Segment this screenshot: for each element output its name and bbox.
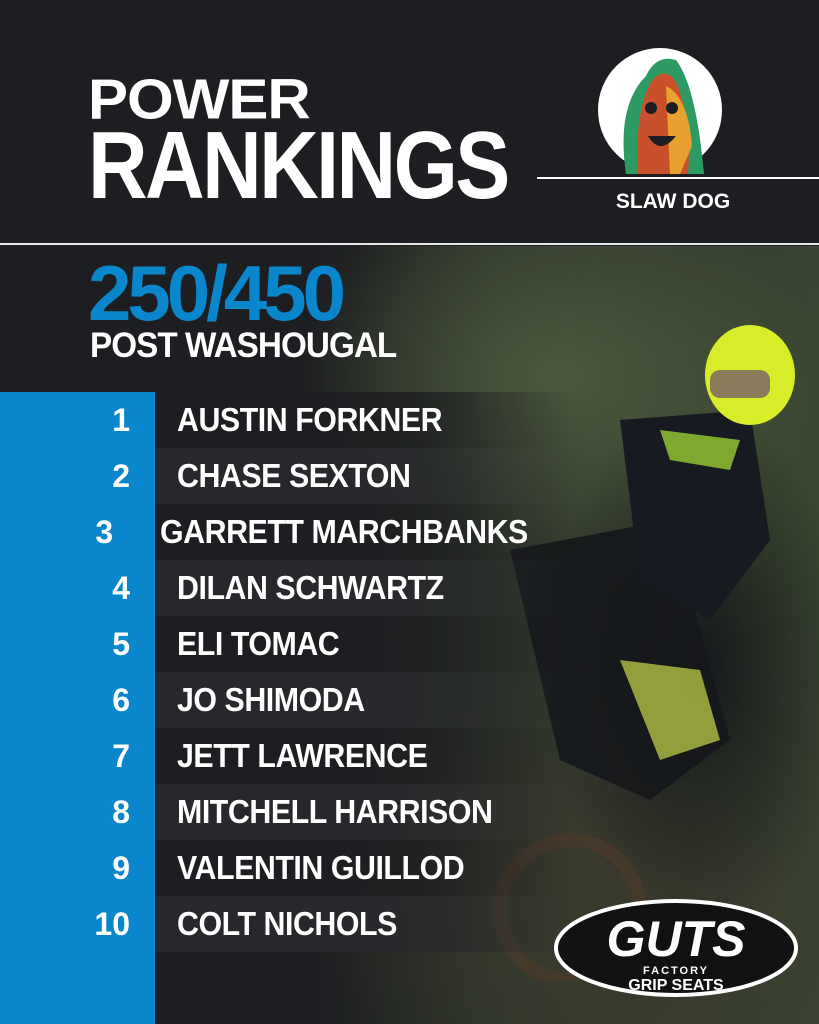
- row-band: [155, 672, 575, 728]
- rank-number: 1: [112, 401, 130, 438]
- rank-number: 8: [112, 793, 130, 830]
- header-divider: [0, 243, 819, 245]
- ranking-row: 4 DILAN SCHWARTZ: [0, 560, 575, 616]
- row-band: [155, 840, 575, 896]
- rider-name: GARRETT MARCHBANKS: [160, 513, 529, 550]
- row-band: [155, 392, 575, 448]
- ranking-row: 3 GARRETT MARCHBANKS: [0, 504, 575, 560]
- ranking-row: 5 ELI TOMAC: [0, 616, 575, 672]
- ranking-row: 1 AUSTIN FORKNER: [0, 392, 575, 448]
- rank-number: 2: [112, 457, 130, 494]
- rank-number: 6: [112, 681, 130, 718]
- rider-name: JO SHIMODA: [177, 681, 365, 718]
- rank-number: 10: [94, 905, 130, 942]
- rider-name: VALENTIN GUILLOD: [177, 849, 465, 886]
- row-band: [155, 728, 575, 784]
- ranking-row: 8 MITCHELL HARRISON: [0, 784, 575, 840]
- row-band: [155, 560, 575, 616]
- rider-name: COLT NICHOLS: [177, 905, 397, 942]
- guts-sponsor-logo: GUTS FACTORY GRIP SEATS: [554, 899, 798, 997]
- author-name: SLAW DOG: [615, 190, 731, 213]
- rank-number: 9: [112, 849, 130, 886]
- rank-number: 4: [112, 569, 130, 606]
- rider-name: MITCHELL HARRISON: [177, 793, 493, 830]
- ranking-row: 7 JETT LAWRENCE: [0, 728, 575, 784]
- divider: [537, 177, 819, 179]
- sponsor-line1: FACTORY: [643, 965, 709, 977]
- row-band: [155, 448, 575, 504]
- row-band: [155, 504, 575, 560]
- ranking-row: 6 JO SHIMODA: [0, 672, 575, 728]
- ranking-row: 2 CHASE SEXTON: [0, 448, 575, 504]
- sponsor-name: GUTS: [607, 911, 746, 967]
- row-band: [155, 784, 575, 840]
- rank-number: 7: [112, 737, 130, 774]
- title-line-2: RANKINGS: [88, 112, 510, 219]
- class-label: 250/450: [88, 249, 346, 337]
- rider-name: DILAN SCHWARTZ: [177, 569, 444, 606]
- title-line-1: POWER: [88, 66, 311, 131]
- row-band: [155, 616, 575, 672]
- row-band: [155, 896, 575, 952]
- ranking-row: 9 VALENTIN GUILLOD: [0, 840, 575, 896]
- rank-number: 5: [112, 625, 130, 662]
- rider-name: ELI TOMAC: [177, 625, 340, 662]
- rank-column: [0, 392, 155, 1024]
- sponsor-line2: GRIP SEATS: [628, 977, 724, 994]
- subtitle: POST WASHOUGAL: [90, 326, 397, 365]
- rank-number: 3: [95, 513, 114, 550]
- rider-name: CHASE SEXTON: [177, 457, 411, 494]
- rider-name: AUSTIN FORKNER: [177, 401, 443, 438]
- slaw-dog-logo: [598, 48, 722, 174]
- ranking-row: 10 COLT NICHOLS: [0, 896, 575, 952]
- rider-name: JETT LAWRENCE: [177, 737, 428, 774]
